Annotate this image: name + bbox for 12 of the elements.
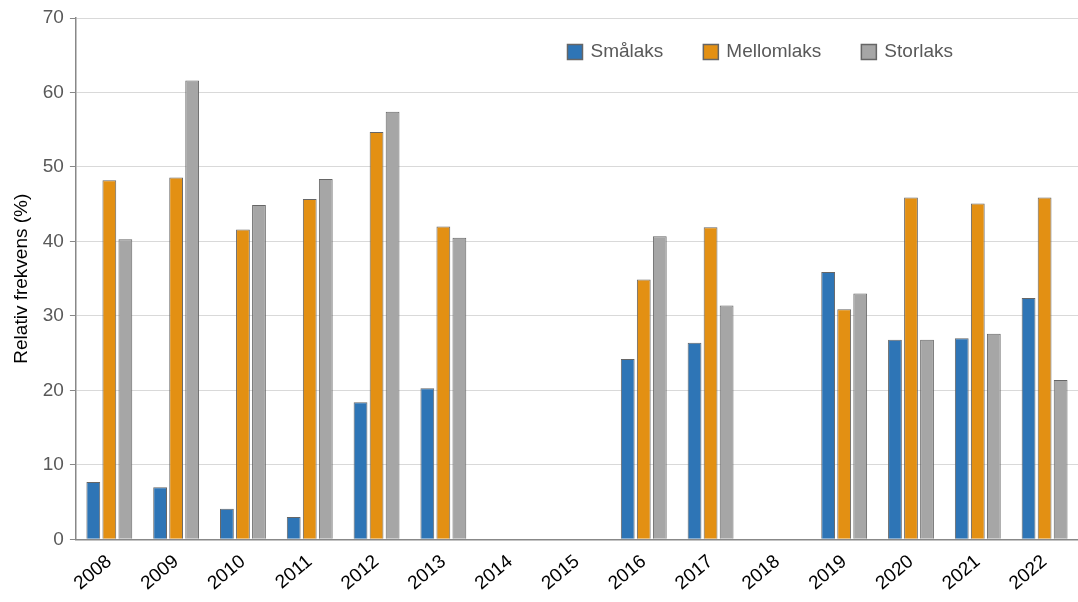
y-tick-label: 10 [42,453,64,475]
y-axis-title: Relativ frekvens (%) [9,193,31,364]
y-tick-label: 70 [42,6,64,28]
y-tick-label: 30 [42,304,64,326]
legend-label: Smålaks [590,40,664,62]
legend-label: Storlaks [884,40,954,62]
y-tick-label: 20 [42,378,64,400]
y-tick-label: 50 [42,155,64,177]
legend-label: Mellomlaks [726,40,822,62]
y-tick-label: 60 [42,80,64,102]
y-tick-label: 0 [53,527,64,549]
y-tick-label: 40 [42,229,64,251]
